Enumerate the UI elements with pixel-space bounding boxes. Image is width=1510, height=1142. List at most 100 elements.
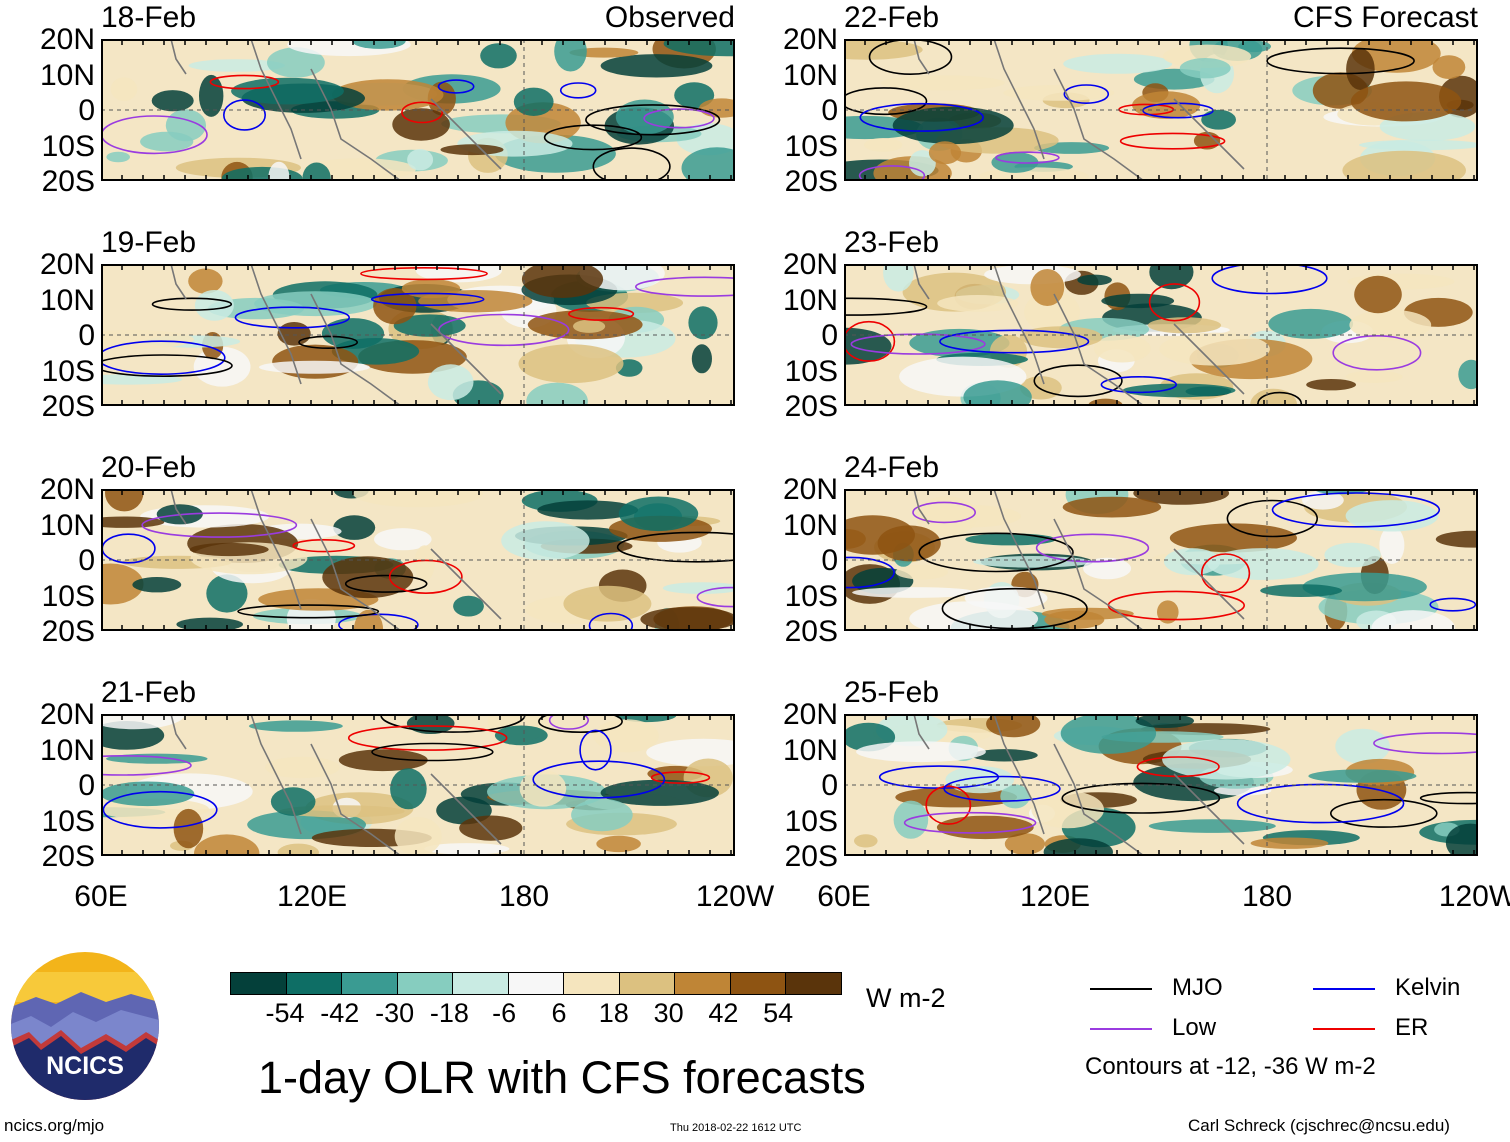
olr-anomaly-blob [1077, 274, 1112, 286]
wave-contour [1429, 597, 1477, 612]
olr-anomaly-blob [691, 344, 713, 374]
olr-anomaly-blob [176, 617, 243, 631]
olr-anomaly-blob [1149, 264, 1194, 290]
y-axis-label: 10S [41, 804, 95, 838]
olr-anomaly-blob [440, 144, 504, 156]
y-axis-label: 10N [782, 283, 838, 317]
wave-contour [401, 101, 444, 124]
x-axis-label: 60E [817, 880, 871, 913]
wave-contour [585, 104, 721, 136]
olr-anomaly-blob [480, 43, 517, 69]
olr-anomaly-blob [963, 380, 1032, 406]
y-axis-label: 20N [782, 698, 838, 731]
olr-anomaly-blob [971, 749, 1038, 762]
coastline [170, 489, 502, 631]
y-axis-label: 10N [782, 508, 838, 542]
wave-contour [643, 108, 715, 129]
y-axis-label: 0 [78, 544, 95, 577]
y-axis-label: 20N [39, 698, 95, 731]
wave-contour [844, 87, 928, 116]
olr-anomaly-blob [600, 779, 719, 806]
colorbar-swatch [452, 973, 508, 994]
wave-contour [1226, 499, 1318, 538]
wave-contour [209, 74, 280, 90]
olr-anomaly-blob [393, 314, 466, 337]
olr-anomaly-blob [537, 500, 639, 520]
wave-contour [360, 267, 488, 281]
olr-anomaly-blob [1132, 91, 1201, 119]
wave-contour [370, 292, 485, 306]
wave-contour [559, 82, 597, 99]
olr-anomaly-blob [414, 545, 435, 582]
olr-anomaly-blob [915, 496, 978, 537]
olr-anomaly-blob [1019, 326, 1103, 349]
logo-text: NCICS [46, 1052, 124, 1080]
olr-anomaly-blob [1003, 85, 1115, 101]
olr-anomaly-blob [1031, 790, 1104, 829]
wave-contour [859, 102, 984, 132]
footer-url[interactable]: ncics.org/mjo [4, 1116, 105, 1135]
wave-contour [141, 512, 298, 538]
olr-anomaly-blob [1371, 610, 1455, 631]
wave-contour [292, 538, 356, 553]
olr-anomaly-blob [1063, 53, 1173, 74]
legend-label: Low [1172, 1014, 1217, 1041]
wave-contour [151, 297, 233, 311]
panel-date: 24-Feb [844, 451, 940, 484]
olr-map [101, 264, 735, 406]
olr-anomaly-blob [1306, 379, 1356, 391]
panel-date: 18-Feb [101, 1, 197, 34]
olr-anomaly-blob [1147, 317, 1222, 334]
olr-anomaly-blob [681, 147, 735, 181]
olr-anomaly-blob [105, 489, 144, 512]
olr-anomaly-blob [501, 521, 590, 561]
y-axis-label: 20N [39, 473, 95, 506]
olr-map [844, 489, 1478, 631]
coastline [913, 714, 1245, 856]
wave-contour [995, 151, 1060, 164]
olr-anomaly-blob [277, 322, 311, 346]
figure-title: 1-day OLR with CFS forecasts [258, 1052, 866, 1103]
olr-anomaly-blob [1349, 309, 1432, 341]
olr-anomaly-blob [189, 542, 269, 557]
wave-contour [102, 790, 218, 829]
olr-anomaly-blob [494, 725, 548, 746]
olr-anomaly-blob [909, 150, 936, 177]
wave-contour [101, 755, 192, 776]
y-axis-label: 20S [41, 615, 95, 648]
y-axis-label: 0 [821, 544, 838, 577]
y-axis-label: 0 [78, 769, 95, 802]
olr-anomaly-blob [427, 364, 474, 401]
y-axis-label: 10S [784, 804, 838, 838]
olr-anomaly-blob [106, 151, 130, 163]
wave-contour [1136, 756, 1220, 778]
colorbar-tick-label: -54 [265, 998, 305, 1028]
wave-contour [1148, 283, 1201, 322]
olr-anomaly-blob [424, 843, 510, 855]
wave-contour [298, 335, 359, 350]
colorbar-tick-label: 54 [763, 998, 794, 1028]
olr-anomaly-blob [1268, 308, 1354, 339]
x-axis-label: 120E [1019, 880, 1091, 913]
legend-label: Kelvin [1395, 974, 1461, 1001]
olr-anomaly-blob [188, 268, 223, 294]
olr-anomaly-blob [1324, 542, 1381, 568]
y-axis-label: 20N [39, 23, 95, 56]
wave-contour [101, 354, 233, 377]
y-axis-label: 10S [41, 579, 95, 613]
y-axis-label: 20S [41, 390, 95, 423]
olr-anomaly-blob [844, 327, 892, 365]
olr-anomaly-blob [936, 815, 1034, 840]
olr-anomaly-blob [1101, 293, 1175, 309]
wave-contour [943, 775, 1061, 802]
olr-anomaly-blob [333, 515, 376, 540]
olr-anomaly-blob [1345, 370, 1403, 383]
wave-contour [844, 320, 896, 362]
y-axis-label: 20N [782, 248, 838, 281]
olr-anomaly-blob [453, 595, 484, 617]
olr-anomaly-blob [877, 525, 941, 562]
x-axis-label: 120E [276, 880, 348, 913]
colorbar-swatch [285, 973, 341, 994]
wave-contour [101, 340, 226, 375]
wave-contour [1100, 375, 1177, 394]
